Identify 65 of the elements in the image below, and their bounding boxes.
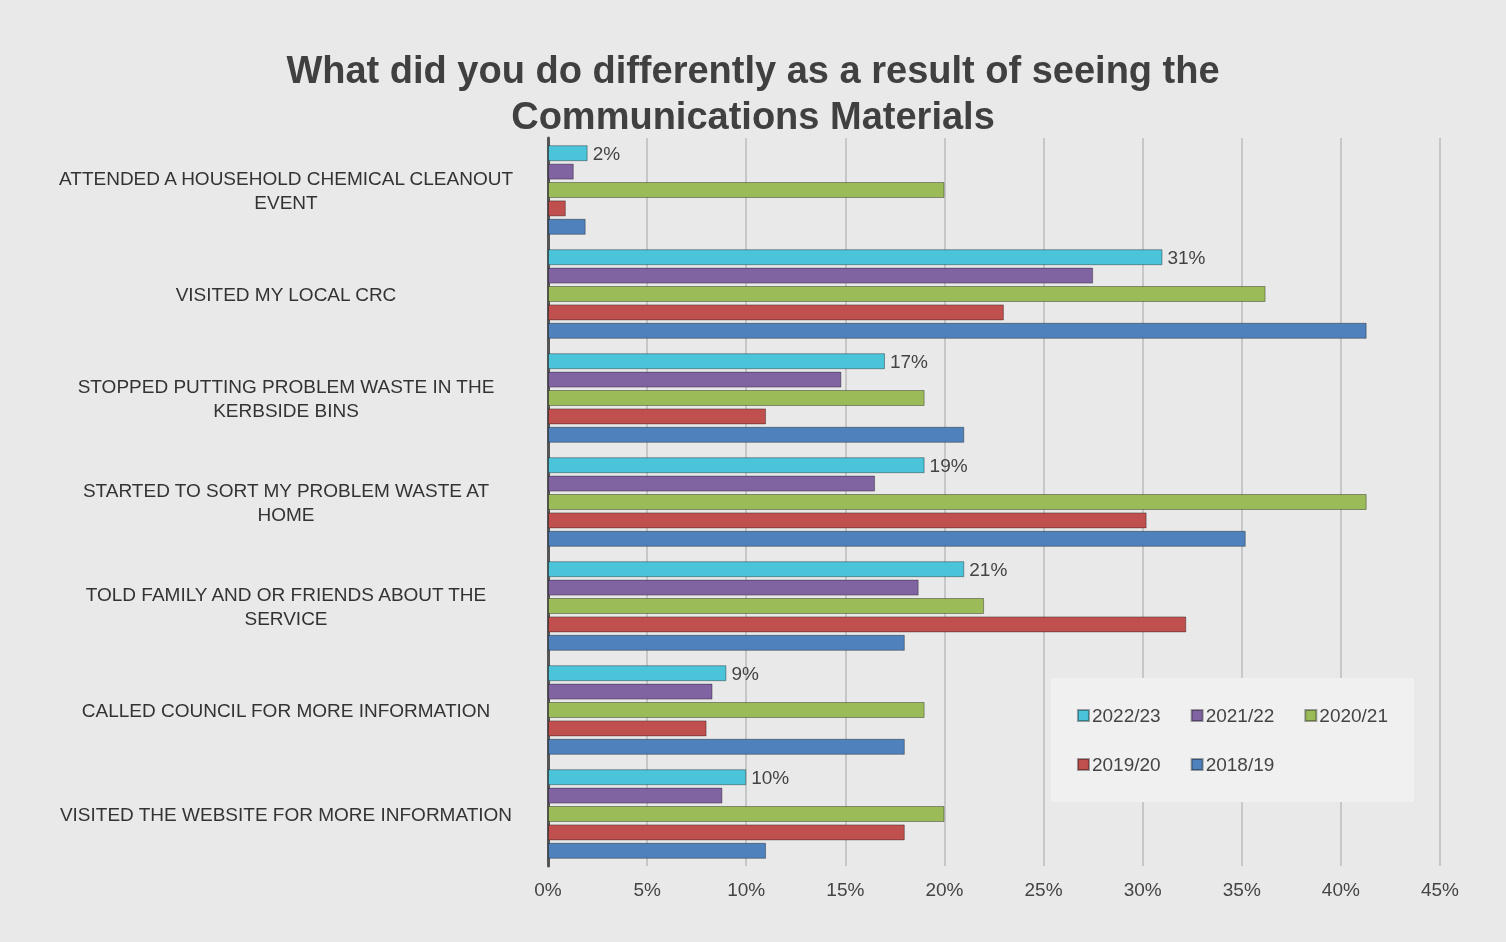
legend-label: 2020/21 — [1319, 705, 1389, 726]
bar — [548, 598, 985, 614]
bar — [548, 702, 925, 718]
bar — [548, 806, 945, 822]
x-tick-label: 35% — [1222, 879, 1261, 900]
bar — [548, 787, 723, 804]
bar — [548, 322, 1367, 339]
bar — [548, 579, 919, 596]
data-label: 9% — [731, 662, 759, 684]
data-label: 21% — [969, 558, 1008, 580]
bar — [548, 200, 566, 217]
bar — [548, 842, 767, 859]
x-tick-label: 10% — [727, 879, 766, 900]
chart-title: What did you do differently as a result of seeing the Communications Materials — [286, 49, 1220, 137]
y-tick-label: VISITED MY LOCAL CRC — [175, 283, 397, 305]
bar — [548, 720, 707, 737]
bar — [548, 512, 1147, 529]
x-tick-label: 15% — [826, 879, 865, 900]
y-tick-label: VISITED THE WEBSITE FOR MORE INFORMATION — [59, 803, 513, 825]
bar — [548, 304, 1004, 321]
legend-label: 2018/19 — [1205, 754, 1275, 775]
bar — [548, 249, 1163, 266]
bar — [548, 683, 713, 700]
bar — [548, 286, 1266, 302]
bar — [548, 457, 925, 474]
legend-label: 2019/20 — [1091, 754, 1161, 775]
bar — [548, 353, 885, 370]
bar — [548, 769, 747, 786]
bar — [548, 390, 925, 406]
bar — [548, 738, 905, 755]
x-tick-label: 0% — [534, 879, 562, 900]
x-tick-label: 20% — [925, 879, 964, 900]
bar — [548, 665, 727, 682]
bar — [548, 634, 905, 651]
y-tick-label: STARTED TO SORT MY PROBLEM WASTE AT HOME — [82, 479, 490, 525]
bar — [548, 494, 1367, 510]
data-label: 31% — [1167, 246, 1206, 268]
data-label: 2% — [592, 142, 621, 164]
bar — [548, 530, 1246, 547]
bar — [548, 267, 1094, 284]
data-label: 10% — [751, 766, 790, 788]
bar — [548, 408, 767, 425]
x-tick-label: 25% — [1024, 879, 1063, 900]
x-tick-label: 40% — [1321, 879, 1361, 900]
bar — [548, 145, 588, 162]
legend-label: 2022/23 — [1091, 705, 1161, 726]
bar — [548, 218, 586, 235]
legend-label: 2021/22 — [1205, 705, 1275, 726]
bar — [548, 561, 965, 578]
x-tick-label: 5% — [633, 879, 661, 900]
bar — [548, 616, 1187, 633]
x-tick-label: 45% — [1420, 879, 1460, 900]
y-tick-label: ATTENDED A HOUSEHOLD CHEMICAL CLEANOUT EVENT — [59, 167, 514, 213]
bar — [548, 824, 905, 841]
y-tick-label: TOLD FAMILY AND OR FRIENDS ABOUT THE SERVICE — [85, 583, 487, 629]
y-tick-label: STOPPED PUTTING PROBLEM WASTE IN THE KERBSIDE BINS — [77, 375, 495, 421]
bar — [548, 163, 574, 180]
data-label: 19% — [929, 454, 968, 476]
bar — [548, 426, 965, 443]
bar — [548, 182, 945, 198]
bar — [548, 371, 842, 388]
data-label: 17% — [889, 350, 929, 372]
x-tick-label: 30% — [1123, 879, 1162, 900]
bar — [548, 475, 876, 492]
y-tick-label: CALLED COUNCIL FOR MORE INFORMATION — [81, 699, 491, 721]
